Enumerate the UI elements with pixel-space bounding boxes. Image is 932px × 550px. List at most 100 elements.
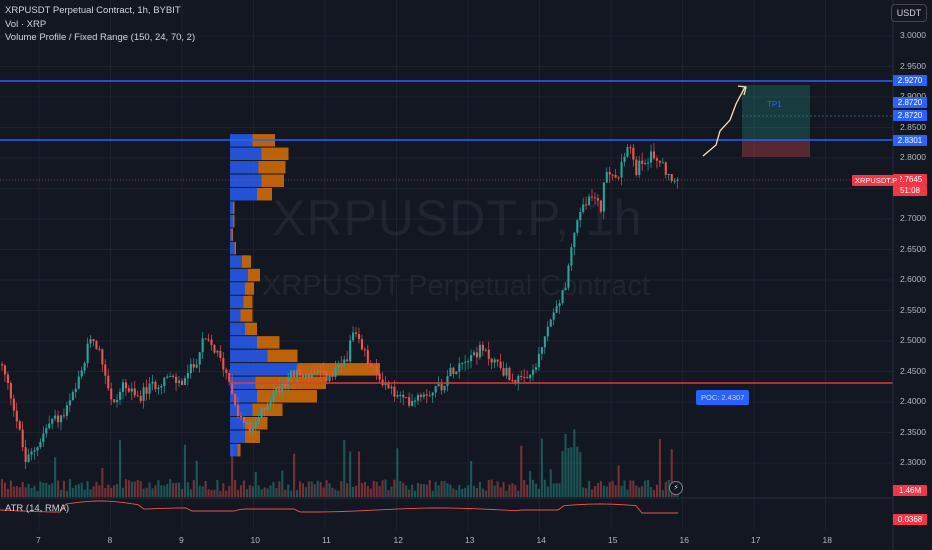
volume-bar [393, 479, 396, 497]
volume-bar [231, 444, 234, 497]
profile-bar-down [233, 201, 235, 214]
volume-bar [390, 486, 393, 497]
price-tick: 2.6000 [900, 274, 926, 284]
profile-bar-up [230, 309, 241, 322]
candle [343, 359, 346, 366]
candle [623, 156, 626, 162]
candle [437, 384, 440, 387]
candle [449, 367, 452, 377]
price-tick: 3.0000 [900, 30, 926, 40]
volume-bar [611, 480, 614, 497]
candle [287, 377, 290, 387]
candle [6, 374, 9, 384]
candle [98, 348, 101, 350]
volume-bar [579, 452, 582, 497]
candle [570, 247, 573, 266]
volume-bar [21, 481, 24, 497]
candle [499, 361, 502, 368]
volume-bar [623, 480, 626, 497]
volume-bar [266, 488, 269, 497]
candle [537, 353, 540, 368]
tag-current-price: 2.7645 [893, 174, 927, 185]
time-tick: 10 [250, 535, 260, 545]
volume-bar [419, 483, 422, 497]
volume-bar [455, 489, 458, 497]
time-tick: 9 [179, 535, 184, 545]
lightning-icon[interactable]: ⚡ [669, 481, 683, 495]
volume-bar [9, 480, 12, 497]
candle [641, 160, 644, 164]
sl-zone [742, 140, 810, 157]
volume-bar [27, 483, 30, 497]
candle [319, 370, 322, 372]
candle [92, 339, 95, 342]
candle [455, 371, 458, 375]
candle [608, 171, 611, 175]
profile-bar-up [230, 295, 244, 309]
candle [195, 364, 198, 368]
volume-bar [617, 465, 620, 497]
volume-bar [154, 485, 157, 497]
volume-bar [478, 482, 481, 497]
candle [446, 376, 449, 386]
volume-bar [470, 461, 473, 497]
candle [384, 382, 387, 386]
volume-bar [301, 483, 304, 497]
volume-bar [582, 487, 585, 497]
candle [440, 384, 443, 391]
candle [33, 450, 36, 452]
candle [496, 359, 499, 362]
profile-bar-down [257, 390, 317, 403]
volume-bar [119, 439, 122, 497]
candle [54, 415, 57, 419]
volume-bar [585, 488, 588, 497]
candle [428, 395, 431, 397]
time-tick: 8 [107, 535, 113, 545]
volume-bar [591, 489, 594, 497]
price-tick: 2.9000 [900, 91, 926, 101]
candle [561, 290, 564, 304]
candle [313, 373, 316, 375]
volume-bar [464, 487, 467, 497]
volume-bar [511, 483, 514, 497]
volume-bar [505, 490, 508, 497]
price-tick: 2.5000 [900, 335, 926, 345]
time-tick: 13 [465, 535, 475, 545]
candle [166, 376, 169, 378]
candle [257, 417, 260, 422]
atr-legend[interactable]: ATR (14, RMA) [5, 503, 70, 514]
candle [487, 349, 490, 359]
candle [18, 421, 21, 430]
legend-profile[interactable]: Volume Profile / Fixed Range (150, 24, 7… [5, 32, 196, 43]
candle [644, 163, 647, 165]
candle [375, 366, 378, 374]
volume-bar [431, 490, 434, 497]
volume-bar [104, 487, 107, 497]
volume-bar [334, 489, 337, 497]
candle [658, 160, 661, 163]
candle [405, 397, 408, 399]
volume-bar [644, 480, 647, 497]
candle [372, 366, 375, 368]
candle [36, 447, 39, 451]
candle [192, 364, 195, 368]
candle [180, 380, 184, 385]
profile-bar-up [230, 214, 233, 228]
volume-bar [414, 490, 417, 497]
volume-bar [369, 488, 372, 497]
legend-symbol[interactable]: XRPUSDT Perpetual Contract, 1h, BYBIT [5, 5, 181, 16]
candle [425, 394, 428, 396]
candle [585, 204, 588, 206]
candle [467, 361, 470, 363]
candle [652, 151, 656, 159]
legend-volume[interactable]: Vol · XRP [5, 18, 47, 30]
candle [337, 364, 340, 367]
volume-bar [360, 482, 363, 497]
candle [576, 220, 579, 233]
volume-bar [225, 490, 228, 497]
currency-button[interactable]: USDT [891, 4, 927, 22]
volume-bar [36, 490, 39, 497]
candle [281, 383, 284, 393]
poc-label: POC: 2.4307 [696, 390, 750, 405]
